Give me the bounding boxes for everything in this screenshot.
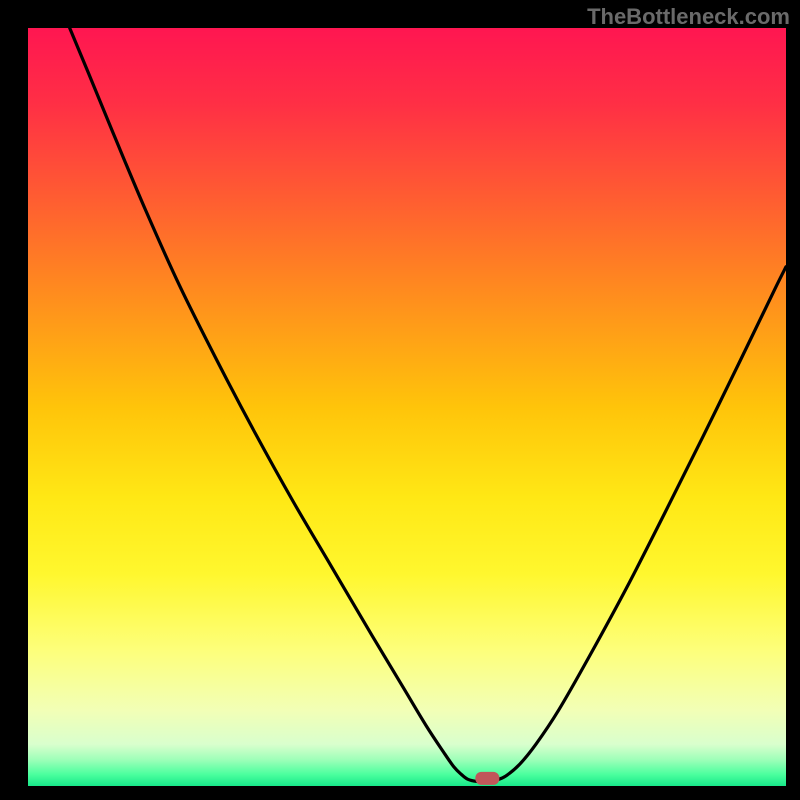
bottleneck-chart: [0, 0, 800, 800]
optimum-marker: [475, 772, 499, 785]
watermark-label: TheBottleneck.com: [587, 4, 790, 30]
plot-gradient-background: [28, 28, 786, 786]
